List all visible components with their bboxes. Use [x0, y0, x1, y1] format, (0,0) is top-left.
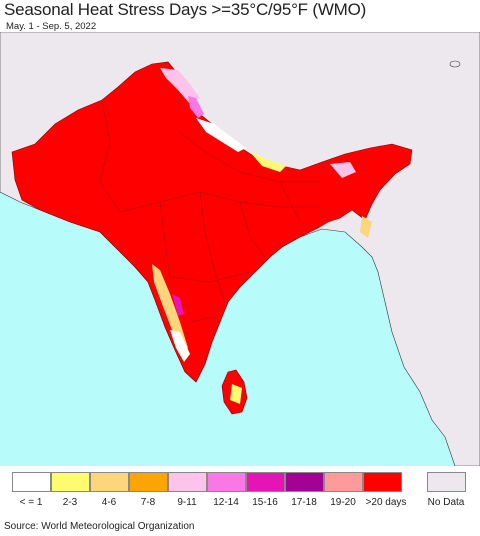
- legend-label: < = 1: [19, 497, 43, 508]
- northeast-patch: [330, 162, 356, 178]
- himalaya-fringe-4: [188, 96, 204, 118]
- legend-label-no-data: No Data: [427, 497, 465, 508]
- legend-label: 2-3: [62, 497, 78, 508]
- himalaya-fringe-2: [196, 118, 246, 152]
- legend-swatch: [129, 472, 168, 492]
- date-range: May. 1 - Sep. 5, 2022: [6, 21, 97, 32]
- legend-label: 9-11: [177, 497, 197, 508]
- west-coast-strip-2: [170, 330, 190, 362]
- legend-swatch: [285, 472, 324, 492]
- legend-swatch: [51, 472, 90, 492]
- legend-label: 19-20: [330, 497, 356, 508]
- himalaya-fringe-3: [250, 152, 286, 172]
- legend-swatch: [12, 472, 51, 492]
- west-coast-strip-3: [172, 294, 184, 316]
- legend-label: 15-16: [252, 497, 278, 508]
- legend-label: 7-8: [140, 497, 156, 508]
- source-note: Source: World Meteorological Organizatio…: [4, 521, 195, 532]
- legend-label: 12-14: [213, 497, 239, 508]
- sri-lanka-patch: [230, 384, 242, 404]
- legend-label: 4-6: [101, 497, 117, 508]
- legend-swatch: [168, 472, 207, 492]
- legend-label: >20 days: [365, 497, 407, 508]
- legend-swatch: [363, 472, 402, 492]
- admin-boundaries: [99, 99, 320, 323]
- legend-swatch: [246, 472, 285, 492]
- legend-swatch: [90, 472, 129, 492]
- himalaya-fringe: [160, 68, 200, 104]
- northeast-patch-2: [360, 216, 372, 238]
- legend-swatch-no-data: [427, 472, 466, 492]
- legend-label: 17-18: [291, 497, 317, 508]
- west-coast-strip: [152, 264, 188, 354]
- island: [449, 60, 461, 68]
- heat-stress-map: [0, 32, 480, 466]
- legend-swatch: [324, 472, 363, 492]
- legend: < = 1 2-3 4-6 7-8 9-11 12-14 15-16 17-18…: [12, 472, 472, 512]
- legend-swatch: [207, 472, 246, 492]
- map-title: Seasonal Heat Stress Days >=35°C/95°F (W…: [4, 0, 367, 19]
